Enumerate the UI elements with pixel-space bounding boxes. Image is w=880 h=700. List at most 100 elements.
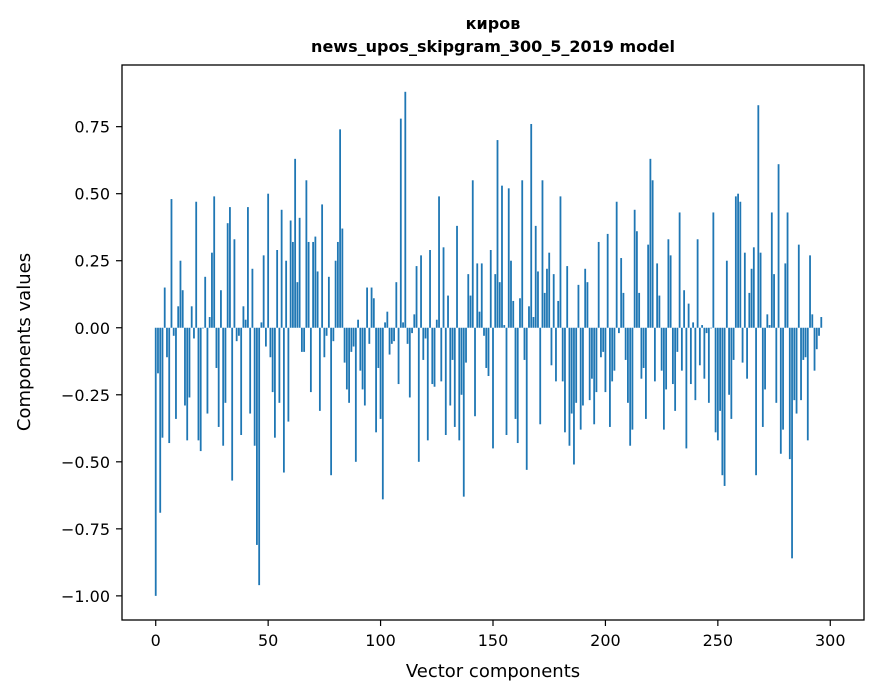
bar-242	[698, 327, 701, 366]
bar-136	[460, 327, 463, 395]
chart-title: киров	[466, 14, 521, 33]
bar-280	[784, 263, 787, 328]
bar-201	[606, 233, 609, 328]
bar-237	[687, 303, 690, 328]
bar-245	[705, 327, 708, 334]
bar-92	[361, 327, 364, 390]
bar-293	[813, 327, 816, 371]
bar-71	[314, 236, 317, 328]
bar-64	[298, 217, 301, 328]
bar-63	[296, 282, 299, 328]
bar-84	[343, 327, 346, 363]
bar-211	[629, 327, 632, 446]
bar-189	[579, 327, 582, 430]
bar-186	[573, 327, 575, 465]
bar-263	[746, 327, 748, 379]
bar-49	[265, 327, 267, 347]
bar-143	[476, 263, 479, 328]
bar-79	[332, 327, 335, 342]
bar-43	[251, 268, 254, 328]
bar-213	[633, 209, 636, 328]
bar-168	[532, 317, 535, 328]
bar-250	[716, 327, 719, 441]
bar-12	[181, 290, 184, 328]
bar-247	[710, 327, 712, 329]
bar-56	[280, 209, 283, 328]
bar-248	[712, 212, 715, 328]
bar-24	[208, 317, 211, 328]
bar-275	[773, 274, 775, 328]
bar-195	[593, 327, 596, 425]
bar-32	[226, 223, 229, 328]
bar-209	[624, 327, 627, 360]
y-tick-label: 0.50	[74, 185, 110, 204]
bar-31	[224, 327, 227, 403]
bar-199	[602, 327, 605, 352]
bar-229	[669, 255, 672, 328]
bar-289	[804, 327, 807, 358]
bar-145	[480, 263, 483, 328]
bar-130	[447, 295, 449, 328]
bar-88	[352, 327, 355, 347]
bar-113	[408, 327, 411, 398]
bar-241	[696, 239, 699, 328]
bar-93	[363, 327, 366, 406]
bar-94	[366, 287, 368, 328]
bar-13	[184, 327, 186, 406]
chart-subtitle: news_upos_skipgram_300_5_2019 model	[311, 37, 675, 56]
bar-128	[442, 247, 445, 328]
bar-10	[177, 306, 180, 328]
bar-4	[163, 287, 166, 328]
bar-153	[498, 282, 501, 328]
bar-120	[424, 327, 427, 339]
bar-37	[238, 327, 240, 336]
bar-58	[285, 260, 288, 328]
bar-96	[370, 287, 373, 328]
bar-5	[166, 327, 168, 358]
bar-17	[193, 327, 195, 339]
bar-235	[683, 290, 686, 328]
bar-47	[260, 322, 263, 328]
bar-28	[217, 327, 220, 427]
bar-78	[330, 327, 333, 476]
y-tick-label: 0.25	[74, 252, 110, 271]
bar-155	[503, 325, 506, 328]
bar-206	[618, 327, 620, 334]
bar-230	[671, 327, 674, 385]
bar-103	[386, 311, 389, 328]
bar-234	[680, 327, 683, 371]
bar-266	[752, 247, 755, 328]
bar-162	[519, 298, 521, 328]
bar-137	[462, 327, 465, 497]
bar-116	[415, 266, 418, 328]
bar-127	[440, 327, 443, 382]
bar-243	[701, 325, 704, 328]
bar-90	[357, 319, 359, 328]
bar-100	[379, 327, 382, 419]
bar-194	[591, 327, 593, 379]
bar-18	[195, 201, 198, 328]
bar-172	[541, 180, 544, 328]
bar-3	[161, 327, 164, 438]
bar-131	[449, 327, 452, 406]
bar-45	[256, 327, 258, 545]
bar-231	[674, 327, 677, 411]
bar-257	[732, 327, 735, 360]
bar-98	[375, 327, 377, 433]
bar-36	[235, 327, 238, 342]
x-axis: 0 50 100 150 200 250 300	[151, 620, 846, 650]
bar-77	[327, 276, 330, 328]
bar-115	[413, 314, 416, 328]
bar-180	[559, 196, 562, 328]
bar-252	[721, 327, 724, 476]
y-tick-label: 0.00	[74, 319, 110, 338]
bar-147	[485, 327, 488, 368]
bar-196	[595, 327, 598, 393]
bar-259	[737, 193, 739, 328]
bar-20	[199, 327, 202, 452]
bar-95	[368, 327, 371, 344]
bar-254	[725, 260, 728, 328]
bar-34	[231, 327, 234, 481]
x-axis-label: Vector components	[406, 661, 580, 682]
bar-70	[312, 241, 315, 328]
